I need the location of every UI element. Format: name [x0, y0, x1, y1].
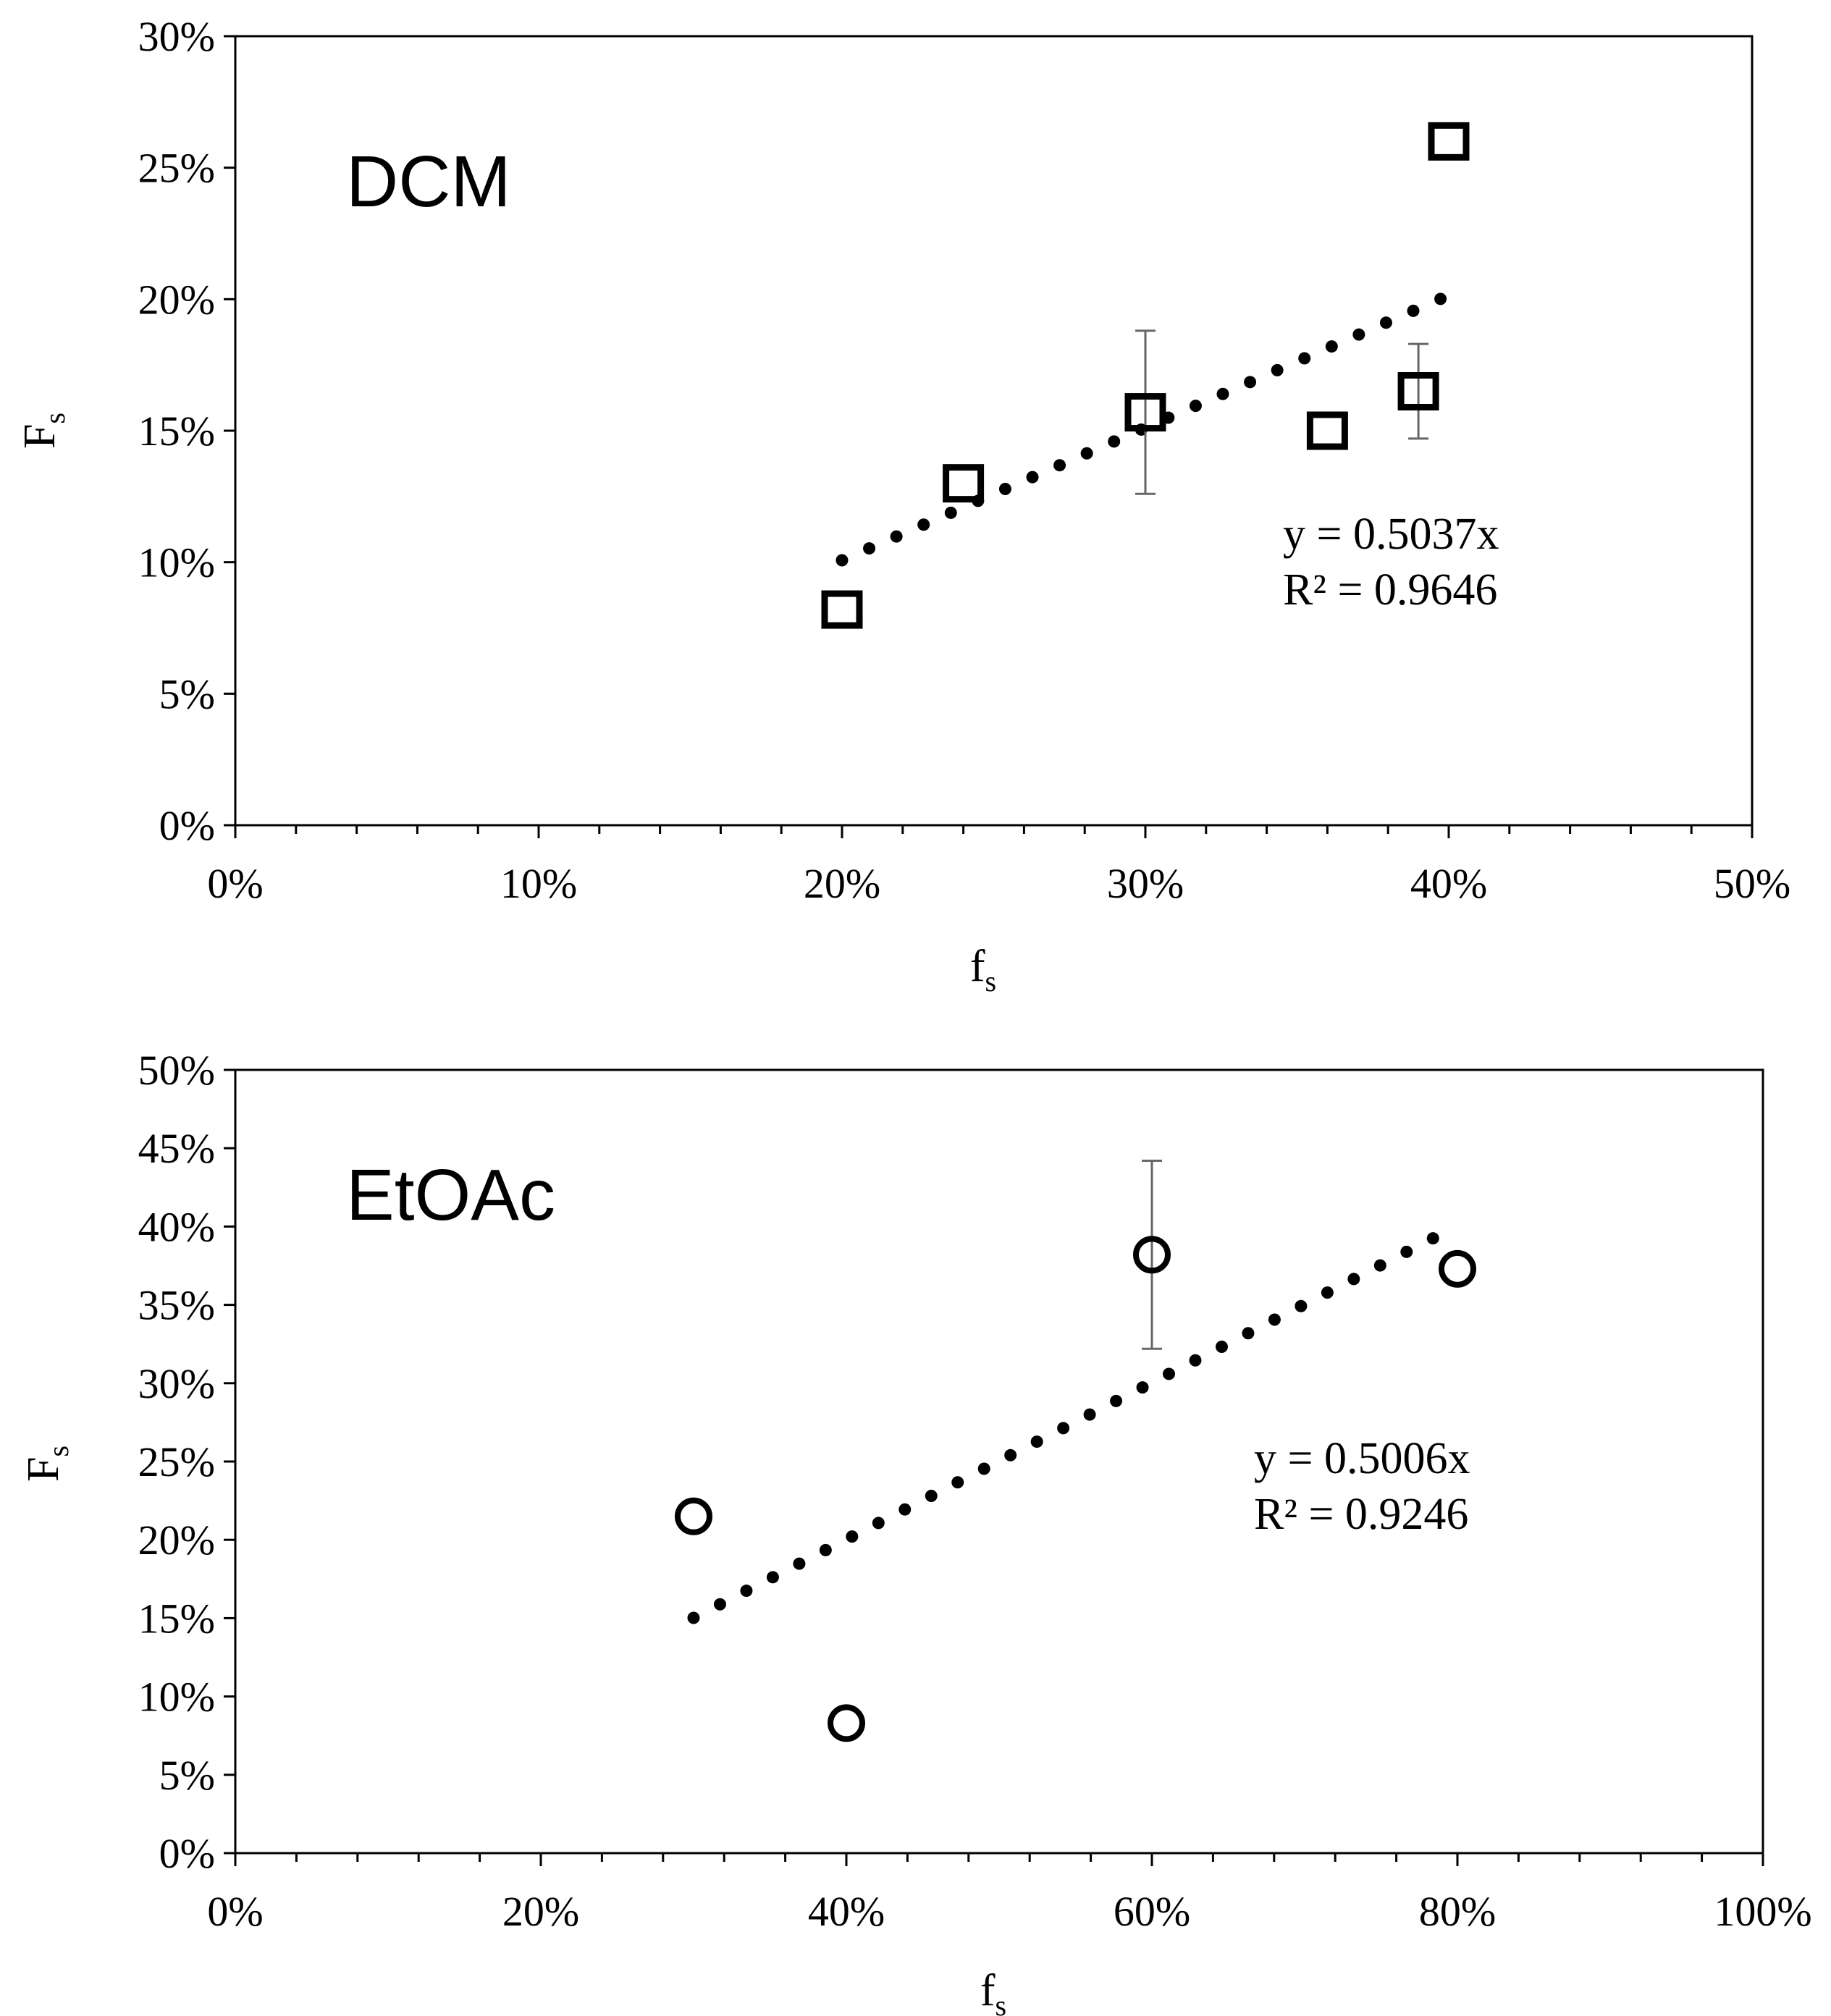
data-point-square — [1428, 122, 1470, 161]
x-tick-label: 0% — [207, 860, 263, 907]
x-tick-label: 30% — [1107, 860, 1184, 907]
data-point-circle — [828, 1704, 865, 1742]
r-squared-label: R² = 0.9646 — [1283, 565, 1497, 615]
trendline-equation: y = 0.5006x — [1254, 1434, 1470, 1483]
y-tick-label: 40% — [138, 1203, 215, 1250]
x-axis-title-main: f — [970, 942, 985, 991]
x-axis-title-main: f — [980, 1966, 996, 2015]
x-tick-label: 50% — [1714, 860, 1790, 907]
y-tick-label: 5% — [159, 1752, 215, 1799]
x-tick-label: 60% — [1114, 1888, 1190, 1935]
etoac-chart-panel: 0% 5% 10% 15% 20% 25% 30% 35% 40% 45% 50% 0% 20% 40%… — [19, 1047, 1812, 2016]
data-point-square — [1124, 393, 1166, 432]
y-tick-label: 15% — [138, 1595, 215, 1642]
error-bars — [1142, 1160, 1162, 1350]
y-axis-ticks: 0% 5% 10% 15% 20% 25% 30% 35% 40% 45% 50% — [138, 1047, 235, 1877]
y-tick-label: 20% — [138, 1517, 215, 1564]
trendline-dotted — [687, 1219, 1464, 1624]
r-squared-label: R² = 0.9246 — [1254, 1490, 1468, 1539]
y-tick-label: 20% — [138, 276, 215, 323]
error-bars — [1135, 329, 1429, 495]
y-tick-label: 10% — [138, 1674, 215, 1721]
y-tick-label: 30% — [138, 1360, 215, 1407]
x-axis-title-subscript: s — [985, 965, 997, 998]
x-tick-label: 0% — [207, 1888, 263, 1935]
x-axis-ticks: 0% 20% 40% 60% 80% 100% — [207, 1853, 1812, 1935]
panel-title-dcm: DCM — [346, 141, 511, 222]
x-tick-label: 40% — [808, 1888, 885, 1935]
x-tick-label: 10% — [500, 860, 577, 907]
data-point-square — [1306, 411, 1348, 450]
trendline-equation: y = 0.5037x — [1283, 510, 1499, 559]
x-axis-ticks: 0% 10% 20% 30% 40% 50% — [207, 825, 1790, 907]
y-tick-label: 35% — [138, 1282, 215, 1329]
x-axis-title: fs — [970, 942, 996, 998]
data-markers — [675, 1236, 1476, 1742]
y-axis-title: Fs — [15, 413, 71, 449]
y-axis-title-main: F — [15, 424, 64, 449]
x-tick-label: 80% — [1419, 1888, 1496, 1935]
y-axis-title: Fs — [19, 1446, 75, 1482]
y-tick-label: 0% — [159, 802, 215, 849]
dcm-chart-panel: 0% 5% 10% 15% 20% 25% 30% 0% 10% 20% 30% 40% 50% DC… — [15, 13, 1790, 998]
data-point-circle — [675, 1497, 712, 1535]
data-markers — [821, 122, 1470, 629]
y-tick-label: 25% — [138, 1438, 215, 1485]
data-point-square — [1397, 372, 1439, 410]
x-tick-label: 100% — [1714, 1888, 1811, 1935]
y-tick-label: 25% — [138, 145, 215, 192]
x-tick-label: 20% — [804, 860, 880, 907]
panel-title-etoac: EtOAc — [346, 1155, 555, 1236]
y-tick-label: 0% — [159, 1830, 215, 1877]
y-tick-label: 10% — [138, 539, 215, 586]
data-point-square — [821, 590, 863, 629]
y-axis-title-subscript: s — [38, 413, 71, 424]
x-tick-label: 20% — [502, 1888, 579, 1935]
y-tick-label: 50% — [138, 1047, 215, 1094]
data-point-square — [943, 464, 985, 503]
x-axis-title: fs — [980, 1966, 1006, 2016]
y-tick-label: 5% — [159, 670, 215, 717]
y-tick-label: 45% — [138, 1125, 215, 1172]
y-tick-label: 30% — [138, 13, 215, 60]
x-tick-label: 40% — [1410, 860, 1487, 907]
y-axis-ticks: 0% 5% 10% 15% 20% 25% 30% — [138, 13, 235, 849]
y-axis-title-subscript: s — [42, 1446, 75, 1457]
data-point-circle — [1133, 1236, 1171, 1274]
y-tick-label: 15% — [138, 408, 215, 455]
y-axis-title-main: F — [19, 1457, 68, 1482]
trendline — [687, 1219, 1464, 1624]
x-axis-title-subscript: s — [996, 1989, 1007, 2016]
data-point-circle — [1439, 1249, 1476, 1288]
